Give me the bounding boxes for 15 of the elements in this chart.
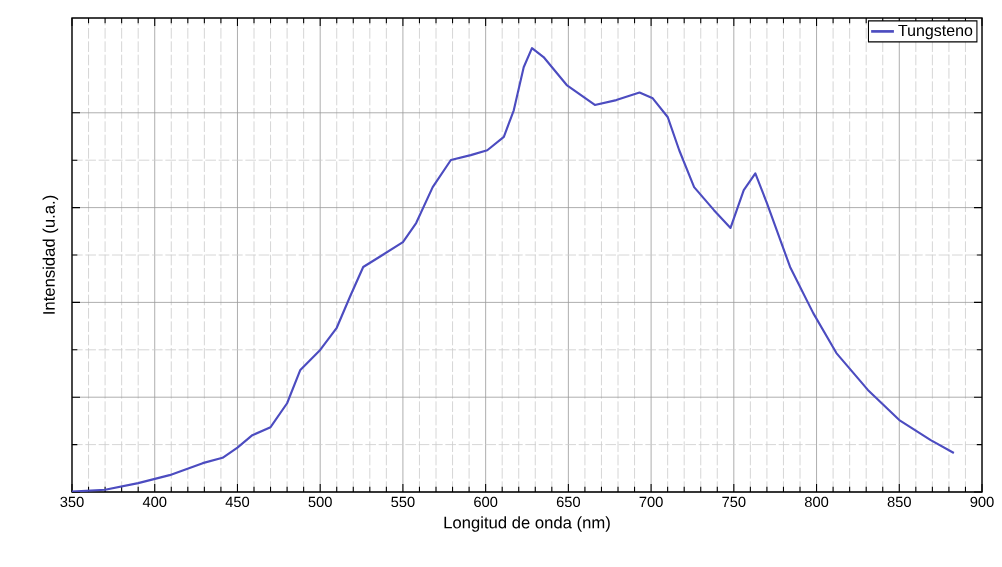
x-tick-label: 800 [804,496,829,508]
x-tick-label: 500 [308,496,332,508]
y-axis-title: Intensidad (u.a.) [42,195,59,314]
text: Tungsteno [898,24,973,40]
x-axis-title: Longitud de onda (nm) [444,516,610,532]
x-tick-label: 850 [887,496,911,508]
x-tick-label: 600 [474,496,498,508]
x-tick-label: 550 [391,496,415,508]
x-tick-label: 900 [970,496,994,508]
x-tick-label: 750 [722,496,746,508]
x-tick-label: 350 [60,496,84,508]
x-tick-label: 700 [639,496,663,508]
x-tick-label: 450 [225,496,250,508]
x-tick-label: 400 [142,496,167,508]
x-tick-label: 650 [556,496,581,508]
